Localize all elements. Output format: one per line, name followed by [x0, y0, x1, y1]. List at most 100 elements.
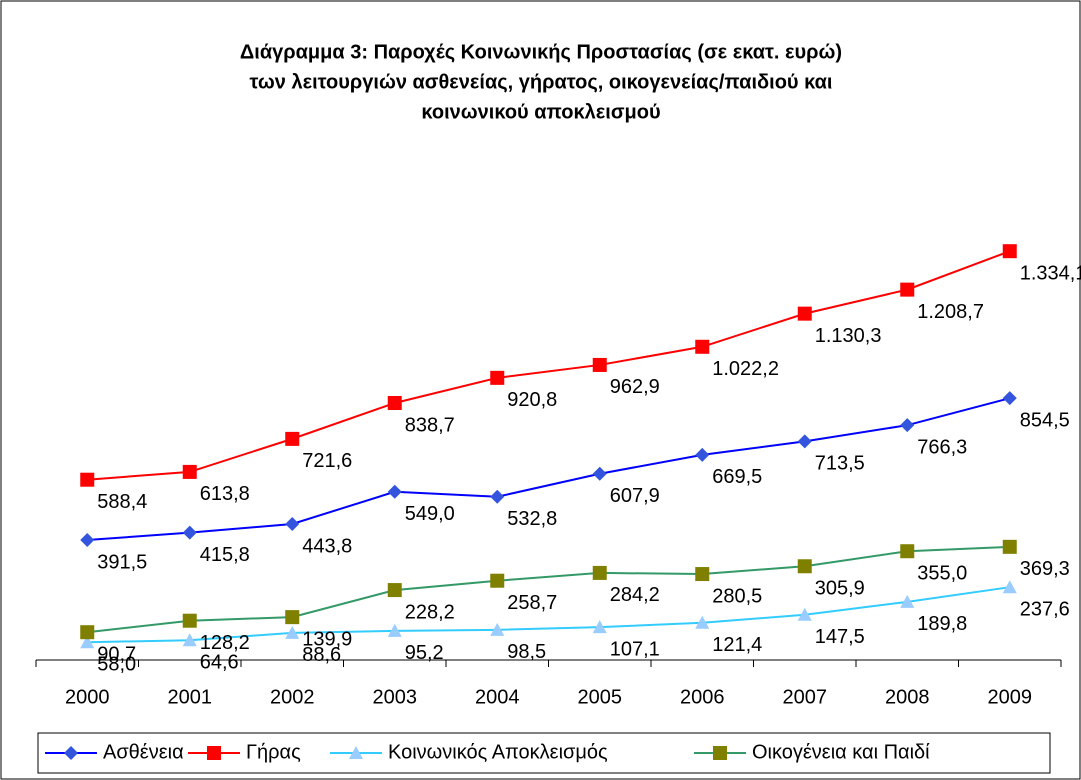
- data-label: 920,8: [507, 389, 557, 411]
- data-label: 721,6: [302, 450, 352, 472]
- x-tick-label: 2007: [783, 686, 828, 708]
- data-label: 139,9: [302, 628, 352, 650]
- marker: [900, 282, 915, 297]
- data-label: 962,9: [610, 376, 660, 398]
- chart-title: κοινωνικού αποκλεισμού: [421, 101, 660, 123]
- marker: [387, 583, 402, 598]
- chart-title: Διάγραμμα 3: Παροχές Κοινωνικής Προστασί…: [240, 41, 842, 63]
- data-label: 88,6: [302, 644, 341, 666]
- marker: [490, 370, 505, 385]
- x-tick-label: 2002: [270, 686, 315, 708]
- data-label: 766,3: [917, 436, 967, 458]
- marker: [80, 533, 95, 548]
- data-label: 838,7: [405, 414, 455, 436]
- data-label: 95,2: [405, 642, 444, 664]
- series-line: [87, 250, 1011, 481]
- marker: [1002, 539, 1017, 554]
- marker: [695, 567, 710, 582]
- marker: [207, 746, 221, 760]
- x-tick-label: 2006: [680, 686, 725, 708]
- marker: [182, 633, 197, 647]
- marker: [900, 544, 915, 559]
- marker: [387, 395, 402, 410]
- data-label: 588,4: [97, 491, 147, 513]
- marker: [1002, 580, 1017, 594]
- data-label: 64,6: [200, 651, 239, 673]
- marker: [797, 559, 812, 574]
- data-label: 549,0: [405, 503, 455, 525]
- x-tick-label: 2000: [65, 686, 110, 708]
- data-label: 1.208,7: [917, 301, 984, 323]
- data-label: 607,9: [610, 485, 660, 507]
- data-label: 415,8: [200, 544, 250, 566]
- marker: [797, 607, 812, 621]
- data-label: 305,9: [815, 578, 865, 600]
- series-line: [87, 586, 1010, 644]
- marker: [349, 746, 363, 759]
- marker: [490, 573, 505, 588]
- data-label: 280,5: [712, 585, 762, 607]
- data-label: 189,8: [917, 613, 967, 635]
- data-label: 147,5: [815, 626, 865, 648]
- data-label: 1.130,3: [815, 325, 882, 347]
- x-tick-label: 2008: [885, 686, 930, 708]
- marker: [490, 622, 505, 636]
- legend-label: Οικογένεια και Παιδί: [752, 741, 930, 763]
- data-label: 391,5: [97, 551, 147, 573]
- data-label: 443,8: [302, 535, 352, 557]
- data-label: 58,0: [97, 654, 136, 676]
- legend-label: Ασθένεια: [103, 741, 184, 763]
- marker: [182, 613, 197, 628]
- data-label: 237,6: [1020, 598, 1070, 620]
- marker: [182, 464, 197, 479]
- chart-title: των λειτουργιών ασθενείας, γήρατος, οικο…: [250, 71, 833, 93]
- x-tick-label: 2005: [578, 686, 623, 708]
- marker: [80, 472, 95, 487]
- legend-label: Γήρας: [246, 741, 301, 763]
- data-label: 369,3: [1020, 558, 1070, 580]
- marker: [80, 625, 95, 640]
- x-tick-label: 2004: [475, 686, 520, 708]
- marker: [285, 517, 300, 532]
- marker: [490, 489, 505, 504]
- marker: [592, 565, 607, 580]
- data-label: 228,2: [405, 601, 455, 623]
- marker: [80, 635, 95, 649]
- marker: [900, 594, 915, 608]
- marker: [592, 620, 607, 634]
- marker: [285, 625, 300, 639]
- data-label: 98,5: [507, 641, 546, 663]
- data-label: 1.334,1: [1020, 262, 1081, 284]
- marker: [713, 746, 727, 760]
- data-label: 355,0: [917, 562, 967, 584]
- marker: [797, 306, 812, 321]
- series-line: [87, 545, 1010, 634]
- data-label: 532,8: [507, 508, 557, 530]
- marker: [797, 434, 812, 449]
- marker: [182, 525, 197, 540]
- marker: [64, 746, 78, 760]
- marker: [1002, 391, 1017, 406]
- legend-label: Κοινωνικός Αποκλεισμός: [388, 741, 608, 763]
- x-tick-label: 2001: [168, 686, 213, 708]
- marker: [592, 466, 607, 481]
- marker: [695, 615, 710, 629]
- marker: [1002, 244, 1017, 259]
- marker: [592, 357, 607, 372]
- data-label: 613,8: [200, 483, 250, 505]
- x-tick-label: 2009: [988, 686, 1033, 708]
- data-label: 90,7: [97, 643, 136, 665]
- marker: [695, 339, 710, 354]
- marker: [387, 484, 402, 499]
- data-label: 284,2: [610, 584, 660, 606]
- marker: [387, 623, 402, 637]
- series-line: [87, 397, 1011, 542]
- data-label: 128,2: [200, 632, 250, 654]
- data-label: 258,7: [507, 592, 557, 614]
- data-label: 669,5: [712, 466, 762, 488]
- marker: [285, 431, 300, 446]
- data-label: 107,1: [610, 638, 660, 660]
- data-label: 1.022,2: [712, 358, 779, 380]
